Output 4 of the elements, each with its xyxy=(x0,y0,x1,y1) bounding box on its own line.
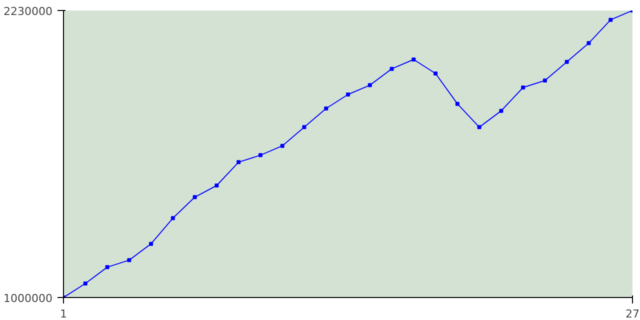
y-tick-label: 1000000 xyxy=(4,292,53,305)
y-tick-label: 2230000 xyxy=(4,5,53,18)
x-tick-label: 1 xyxy=(60,308,67,320)
x-tick-label: 27 xyxy=(626,308,640,320)
